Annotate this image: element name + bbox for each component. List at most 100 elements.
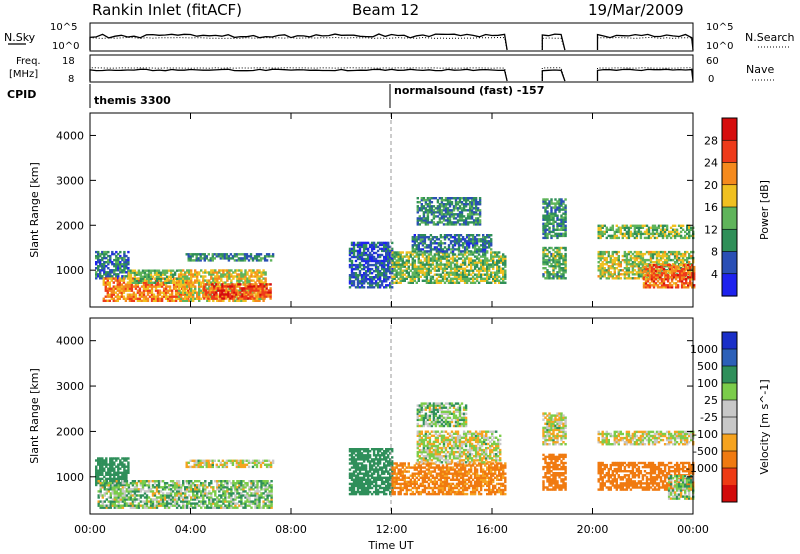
data-cell <box>154 289 158 292</box>
data-cell <box>131 498 135 501</box>
data-cell <box>416 223 419 226</box>
data-cell <box>123 465 126 468</box>
data-cell <box>370 284 374 287</box>
data-cell <box>422 199 426 202</box>
data-cell <box>364 276 368 279</box>
data-cell <box>409 251 412 254</box>
data-cell <box>465 242 469 245</box>
data-cell <box>467 279 471 282</box>
data-cell <box>651 228 655 231</box>
data-cell <box>430 219 434 222</box>
data-cell <box>182 482 185 485</box>
data-cell <box>669 258 673 262</box>
data-cell <box>109 459 112 462</box>
data-cell <box>435 248 439 251</box>
data-cell <box>223 295 226 298</box>
data-cell <box>552 228 555 231</box>
data-cell <box>654 282 658 285</box>
data-cell <box>249 285 252 288</box>
data-cell <box>424 203 428 206</box>
data-cell <box>179 488 183 491</box>
data-cell <box>413 259 416 262</box>
data-cell <box>112 289 115 292</box>
data-cell <box>358 245 362 249</box>
data-cell <box>546 222 549 225</box>
data-cell <box>471 259 475 262</box>
data-cell <box>177 269 181 272</box>
data-cell <box>556 228 559 231</box>
data-cell <box>597 232 600 236</box>
data-cell <box>159 271 163 274</box>
data-cell <box>423 259 427 262</box>
data-cell <box>253 287 256 290</box>
data-cell <box>470 211 474 214</box>
data-cell <box>469 240 473 243</box>
data-cell <box>350 265 354 269</box>
data-cell <box>426 199 430 202</box>
data-cell <box>129 504 133 507</box>
data-cell <box>688 256 691 260</box>
data-cell <box>458 197 462 200</box>
data-cell <box>431 277 435 280</box>
data-cell <box>564 234 567 238</box>
data-cell <box>115 267 118 270</box>
data-cell <box>237 257 241 260</box>
data-cell <box>670 286 674 289</box>
data-cell <box>546 277 549 280</box>
data-cell <box>682 276 686 279</box>
data-cell <box>633 228 637 231</box>
data-cell <box>184 283 187 286</box>
data-cell <box>560 204 563 207</box>
data-cell <box>122 295 126 298</box>
data-cell <box>387 270 390 273</box>
data-cell <box>657 252 661 256</box>
data-cell <box>599 250 602 254</box>
data-cell <box>468 205 472 208</box>
data-cell <box>617 256 620 260</box>
data-cell <box>362 276 366 279</box>
data-cell <box>124 283 128 286</box>
data-cell <box>621 224 624 227</box>
data-cell <box>380 272 384 275</box>
data-cell <box>141 277 145 280</box>
data-cell <box>157 277 161 280</box>
data-cell <box>542 250 545 254</box>
data-cell <box>460 201 464 204</box>
data-cell <box>247 287 250 290</box>
data-cell <box>502 275 505 278</box>
data-cell <box>112 299 115 302</box>
data-cell <box>411 267 414 270</box>
data-cell <box>103 492 106 495</box>
data-cell <box>459 265 463 268</box>
data-cell <box>464 217 468 220</box>
data-cell <box>99 461 102 464</box>
data-cell <box>117 275 120 278</box>
data-cell <box>688 252 691 256</box>
data-cell <box>432 209 436 212</box>
data-cell <box>457 234 461 237</box>
data-cell <box>465 257 469 260</box>
data-cell <box>550 252 553 256</box>
data-cell <box>224 291 227 294</box>
data-cell <box>682 286 686 289</box>
data-cell <box>542 228 545 231</box>
data-cell <box>117 463 120 466</box>
data-cell <box>597 252 600 256</box>
data-cell <box>144 295 148 298</box>
data-cell <box>440 197 444 200</box>
data-cell <box>177 494 181 497</box>
data-cell <box>200 275 203 278</box>
data-cell <box>673 234 677 238</box>
data-cell <box>158 299 162 302</box>
data-cell <box>176 297 180 300</box>
data-cell <box>97 494 100 497</box>
data-cell <box>546 202 549 205</box>
data-cell <box>467 240 471 243</box>
data-cell <box>211 291 214 294</box>
data-cell <box>136 285 140 288</box>
data-cell <box>597 230 600 234</box>
data-cell <box>354 278 358 281</box>
data-cell <box>151 498 155 501</box>
data-cell <box>671 224 675 227</box>
